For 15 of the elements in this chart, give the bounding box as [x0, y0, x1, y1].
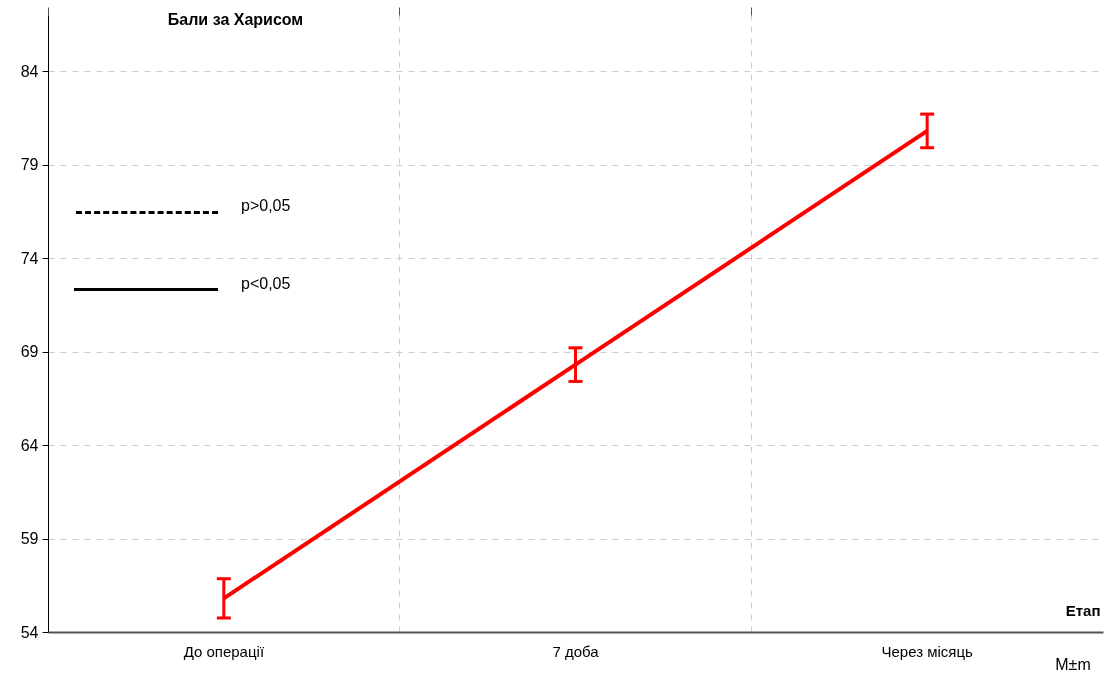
x-tick-label: 7 доба	[552, 642, 600, 660]
y-tick-label: 84	[20, 62, 39, 80]
y-tick-label: 69	[20, 343, 39, 361]
y-axis-title: Бали за Харисом	[167, 10, 304, 28]
y-tick-label: 54	[20, 623, 39, 641]
x-tick-label: До операції	[183, 642, 265, 660]
x-axis-title: Етап	[1065, 601, 1101, 619]
annotation: p>0,05	[241, 197, 291, 214]
y-tick-label: 79	[20, 156, 39, 174]
y-tick-label: 64	[20, 436, 39, 454]
y-tick-label: 59	[20, 530, 39, 548]
text: M±m	[1055, 656, 1091, 673]
y-tick-label: 74	[20, 249, 39, 267]
x-tick-label: Через місяць	[881, 642, 974, 660]
annotation: p<0,05	[241, 275, 291, 292]
